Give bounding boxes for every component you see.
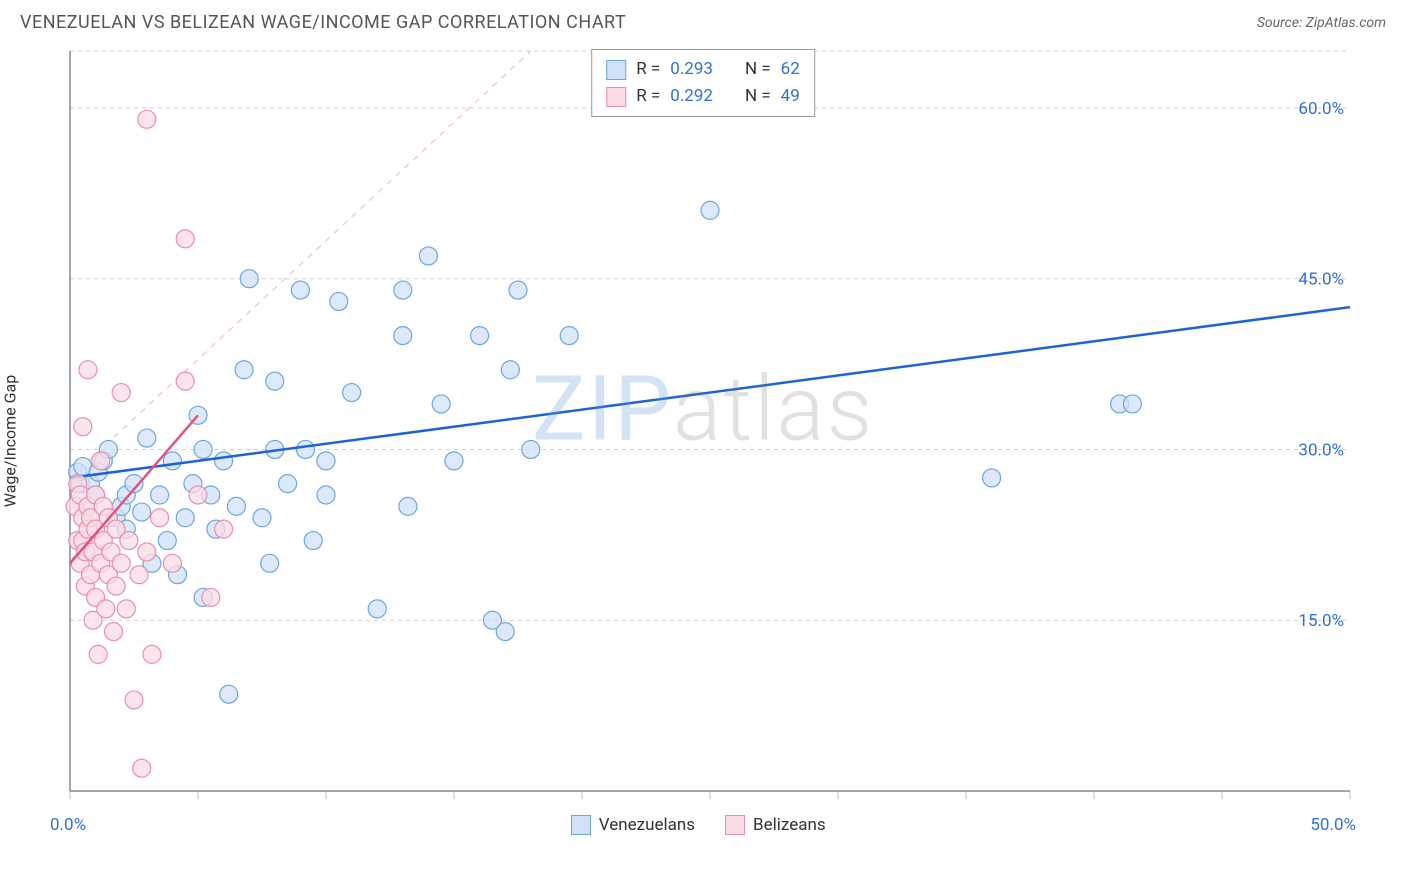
data-point	[235, 361, 253, 379]
data-point	[343, 384, 361, 402]
data-point	[291, 281, 309, 299]
data-point	[317, 486, 335, 504]
data-point	[158, 532, 176, 550]
data-point	[107, 577, 125, 595]
data-point	[220, 685, 238, 703]
corr-legend-row: R = 0.293 N = 62	[606, 56, 800, 83]
legend-swatch	[725, 815, 745, 835]
data-point	[227, 497, 245, 515]
bottom-legend: 0.0% Venezuelans Belizeans 50.0%	[20, 809, 1386, 841]
data-point	[112, 384, 130, 402]
data-point	[138, 110, 156, 128]
corr-legend-row: R = 0.292 N = 49	[606, 83, 800, 110]
data-point	[97, 600, 115, 618]
y-tick-label: 15.0%	[1298, 611, 1344, 631]
data-point	[368, 600, 386, 618]
data-point	[120, 532, 138, 550]
data-point	[701, 201, 719, 219]
r-label: R =	[636, 83, 660, 110]
data-point	[163, 452, 181, 470]
data-point	[105, 623, 123, 641]
y-tick-label: 60.0%	[1298, 99, 1344, 119]
series-legend-item: Belizeans	[725, 815, 826, 835]
y-axis-label: Wage/Income Gap	[1, 375, 20, 507]
data-point	[266, 372, 284, 390]
chart-title: VENEZUELAN VS BELIZEAN WAGE/INCOME GAP C…	[20, 12, 626, 33]
data-point	[297, 440, 315, 458]
data-point	[143, 645, 161, 663]
n-value: 62	[781, 56, 800, 83]
r-label: R =	[636, 56, 660, 83]
legend-swatch	[571, 815, 591, 835]
trend-line	[70, 307, 1350, 478]
data-point	[983, 469, 1001, 487]
data-point	[445, 452, 463, 470]
data-point	[151, 509, 169, 527]
data-point	[261, 554, 279, 572]
series-name: Venezuelans	[599, 815, 695, 835]
data-point	[138, 429, 156, 447]
data-point	[133, 503, 151, 521]
data-point	[194, 440, 212, 458]
x-axis-min: 0.0%	[50, 815, 86, 835]
x-axis-max: 50.0%	[1310, 815, 1356, 835]
data-point	[501, 361, 519, 379]
data-point	[215, 452, 233, 470]
legend-swatch	[606, 60, 626, 80]
data-point	[432, 395, 450, 413]
data-point	[138, 543, 156, 561]
n-label: N =	[745, 83, 771, 110]
data-point	[189, 486, 207, 504]
data-point	[176, 509, 194, 527]
data-point	[1123, 395, 1141, 413]
data-point	[279, 475, 297, 493]
data-point	[399, 497, 417, 515]
n-value: 49	[781, 83, 800, 110]
data-point	[330, 292, 348, 310]
r-value: 0.293	[670, 56, 713, 83]
data-point	[133, 759, 151, 777]
data-point	[125, 691, 143, 709]
data-point	[79, 361, 97, 379]
data-point	[394, 281, 412, 299]
data-point	[163, 554, 181, 572]
n-label: N =	[745, 56, 771, 83]
data-point	[151, 486, 169, 504]
series-legend-item: Venezuelans	[571, 815, 695, 835]
data-point	[253, 509, 271, 527]
data-point	[522, 440, 540, 458]
legend-swatch	[606, 87, 626, 107]
scatter-chart: 15.0% 30.0% 45.0% 60.0%	[20, 41, 1360, 841]
data-point	[471, 327, 489, 345]
data-point	[560, 327, 578, 345]
data-point	[202, 588, 220, 606]
r-value: 0.292	[670, 83, 713, 110]
data-point	[509, 281, 527, 299]
y-tick-label: 30.0%	[1298, 440, 1344, 460]
series-name: Belizeans	[753, 815, 826, 835]
chart-container: Wage/Income Gap 15.0%30.0%45.0%60.0% ZIP…	[20, 41, 1386, 841]
y-tick-label: 45.0%	[1298, 270, 1344, 290]
data-point	[419, 247, 437, 265]
data-point	[215, 520, 233, 538]
data-point	[304, 532, 322, 550]
correlation-legend: R = 0.293 N = 62 R = 0.292 N = 49	[591, 49, 815, 117]
data-point	[112, 554, 130, 572]
data-point	[176, 372, 194, 390]
data-point	[240, 270, 258, 288]
data-point	[74, 418, 92, 436]
data-point	[130, 566, 148, 584]
data-point	[394, 327, 412, 345]
data-point	[176, 230, 194, 248]
data-point	[496, 623, 514, 641]
source-label: Source: ZipAtlas.com	[1257, 15, 1386, 31]
data-point	[117, 600, 135, 618]
data-point	[92, 452, 110, 470]
data-point	[89, 645, 107, 663]
data-point	[317, 452, 335, 470]
